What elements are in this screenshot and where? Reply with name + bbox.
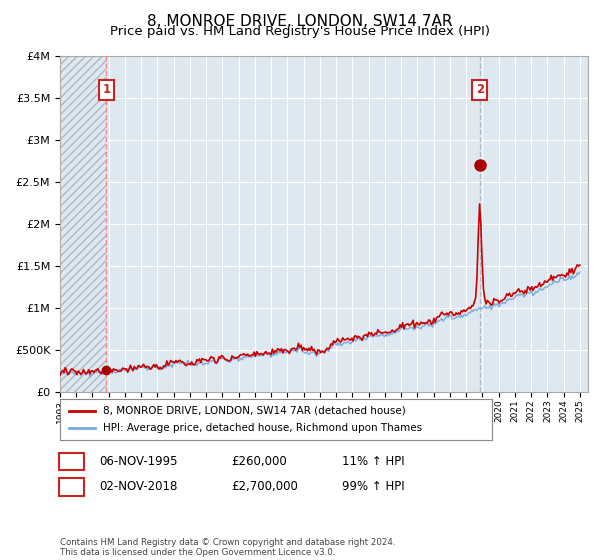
Text: 8, MONROE DRIVE, LONDON, SW14 7AR: 8, MONROE DRIVE, LONDON, SW14 7AR bbox=[147, 14, 453, 29]
Text: 8, MONROE DRIVE, LONDON, SW14 7AR (detached house): 8, MONROE DRIVE, LONDON, SW14 7AR (detac… bbox=[103, 405, 406, 416]
Text: HPI: Average price, detached house, Richmond upon Thames: HPI: Average price, detached house, Rich… bbox=[103, 423, 422, 433]
Text: 2: 2 bbox=[476, 83, 484, 96]
Text: 11% ↑ HPI: 11% ↑ HPI bbox=[342, 455, 404, 468]
Polygon shape bbox=[60, 56, 106, 392]
Text: 1: 1 bbox=[102, 83, 110, 96]
Text: £2,700,000: £2,700,000 bbox=[231, 480, 298, 493]
Text: 99% ↑ HPI: 99% ↑ HPI bbox=[342, 480, 404, 493]
Text: 2: 2 bbox=[67, 480, 76, 493]
Text: Price paid vs. HM Land Registry's House Price Index (HPI): Price paid vs. HM Land Registry's House … bbox=[110, 25, 490, 38]
Text: Contains HM Land Registry data © Crown copyright and database right 2024.
This d: Contains HM Land Registry data © Crown c… bbox=[60, 538, 395, 557]
Text: 1: 1 bbox=[67, 455, 76, 468]
Text: £260,000: £260,000 bbox=[231, 455, 287, 468]
Text: 06-NOV-1995: 06-NOV-1995 bbox=[99, 455, 178, 468]
Text: 02-NOV-2018: 02-NOV-2018 bbox=[99, 480, 178, 493]
